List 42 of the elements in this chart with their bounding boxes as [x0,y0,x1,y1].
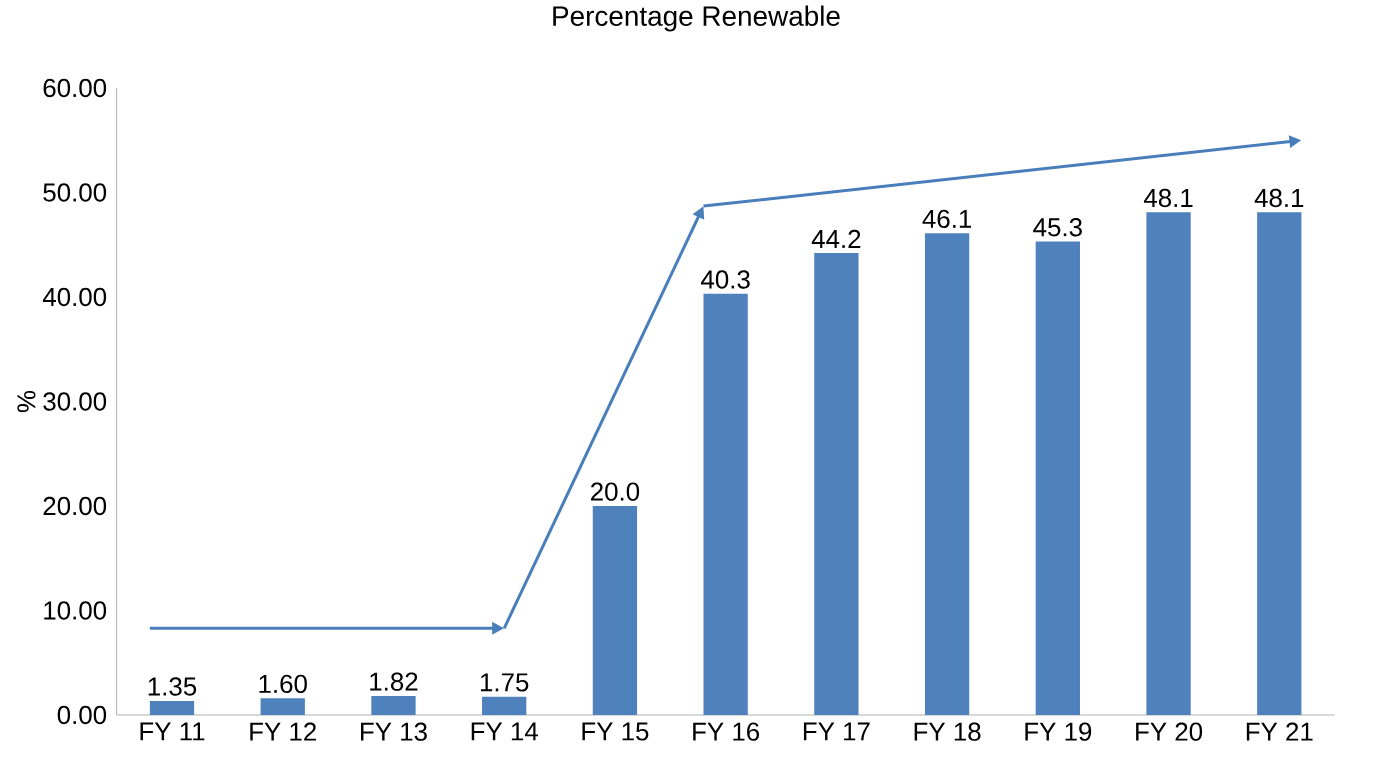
bar [703,293,748,715]
bar [592,506,638,715]
x-tick-label: FY 11 [140,722,205,741]
bar [924,233,970,715]
x-tick-label: FY 14 [471,722,538,741]
data-label: 20.0 [591,482,640,501]
y-axis-title: % [17,390,36,413]
bar [1035,241,1080,715]
x-tick-label: FY 12 [250,722,316,741]
chart-title: Percentage Renewable [553,5,840,32]
data-label: 48.1 [1254,188,1304,208]
x-tick-label: FY 15 [582,722,649,741]
bar [371,695,416,715]
x-tick-label: FY 18 [914,722,981,741]
data-label: 1.75 [480,673,529,692]
data-label: 48.1 [1143,188,1193,208]
bar [149,700,195,715]
data-label: 1.82 [370,672,418,691]
data-label: 1.60 [259,674,307,694]
x-tick-label: FY 17 [803,722,870,741]
y-tick-label: 0.00 [57,705,107,725]
x-tick-label: FY 19 [1025,722,1092,741]
x-tick-label: FY 20 [1136,722,1203,741]
bar [1257,212,1302,715]
data-label: 40.3 [701,270,750,289]
x-tick-label: FY 16 [693,722,760,741]
y-tick-label: 40.00 [42,287,107,307]
bar [814,253,859,715]
data-label: 45.3 [1033,218,1082,237]
bar [260,698,305,715]
bar [1146,212,1191,715]
x-tick-label: FY 13 [361,722,427,741]
y-tick-label: 10.00 [44,601,107,620]
y-tick-label: 20.00 [43,496,107,516]
y-tick-label: 30.00 [43,392,107,411]
data-label: 44.2 [811,229,861,248]
data-label: 1.35 [148,677,197,696]
bar [482,696,527,715]
x-tick-label: FY 21 [1246,722,1313,741]
y-tick-label: 60.00 [43,78,107,98]
data-label: 46.1 [922,209,972,229]
y-tick-label: 50.00 [43,183,107,202]
